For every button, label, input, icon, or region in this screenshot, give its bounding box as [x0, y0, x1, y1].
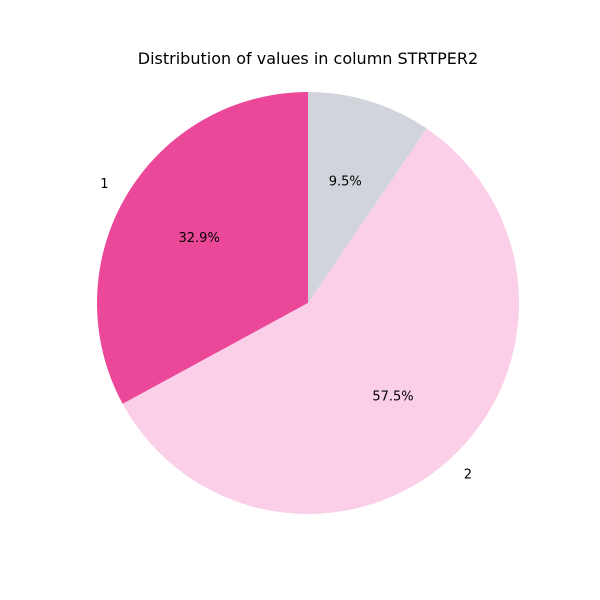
- slice-category-label-1: 1: [100, 177, 108, 192]
- pie-labels: 32.9% 1 57.5% 2 9.5%: [100, 175, 472, 483]
- chart-title: Distribution of values in column STRTPER…: [138, 49, 478, 68]
- slice-percent-label-2: 57.5%: [372, 389, 413, 404]
- pie-slice-2: [122, 128, 520, 515]
- pie-slice-3: [308, 92, 427, 303]
- pie-slice-1: [97, 92, 308, 404]
- pie-slices: [97, 92, 520, 515]
- slice-category-label-2: 2: [464, 468, 472, 483]
- slice-percent-label-3: 9.5%: [329, 175, 362, 190]
- slice-percent-label-1: 32.9%: [179, 231, 220, 246]
